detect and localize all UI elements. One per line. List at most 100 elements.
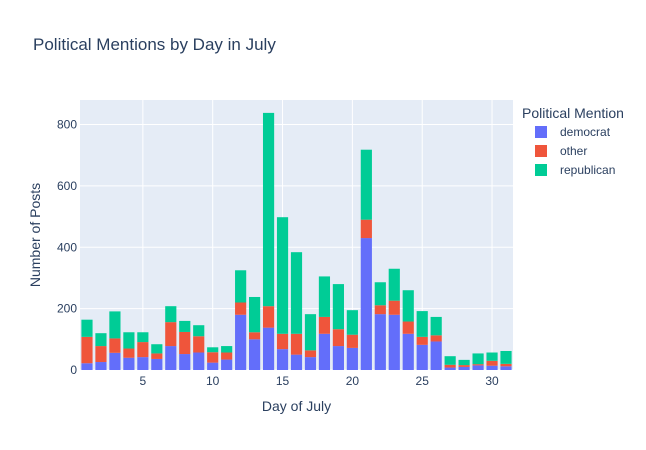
bar-republican: [472, 353, 484, 365]
bar-other: [137, 342, 149, 358]
x-tick-label: 30: [485, 374, 499, 388]
bar-other: [402, 321, 414, 334]
bar-other: [360, 219, 372, 239]
y-axis-ticks: 0 200 400 600 800: [57, 118, 77, 377]
bar-republican: [388, 268, 400, 301]
bar-democrat: [304, 357, 317, 370]
y-tick-label: 400: [57, 240, 77, 254]
bar-democrat: [235, 314, 247, 370]
bar-other: [458, 365, 470, 367]
bar-republican: [318, 276, 331, 317]
bar-democrat: [151, 358, 163, 370]
bar-democrat: [207, 362, 219, 370]
x-tick-label: 25: [416, 374, 430, 388]
bar-other: [262, 306, 275, 328]
x-tick-label: 10: [206, 374, 220, 388]
legend-swatch-other: [535, 145, 547, 157]
bar-democrat: [137, 357, 149, 370]
bar-democrat: [416, 344, 428, 370]
bar-democrat: [388, 314, 400, 370]
legend-label-republican: republican: [560, 163, 615, 177]
bar-other: [332, 329, 344, 347]
bar-democrat: [444, 367, 456, 370]
bar-republican: [332, 284, 344, 330]
bar-democrat: [165, 346, 177, 370]
x-axis-ticks: 5 10 15 20 25 30: [140, 374, 500, 388]
chart-title: Political Mentions by Day in July: [33, 35, 276, 54]
x-tick-label: 20: [346, 374, 360, 388]
bar-republican: [249, 296, 261, 333]
bar-republican: [95, 333, 107, 347]
bar-other: [472, 364, 484, 366]
bar-republican: [346, 310, 358, 335]
bar-other: [444, 364, 456, 368]
bar-republican: [276, 217, 289, 334]
bar-democrat: [81, 363, 93, 370]
bar-democrat: [500, 366, 512, 370]
bar-republican: [193, 325, 205, 337]
bar-republican: [109, 311, 121, 339]
bar-other: [207, 352, 219, 363]
bar-republican: [123, 332, 135, 349]
bar-other: [276, 333, 289, 350]
bar-democrat: [193, 352, 205, 370]
bar-republican: [374, 282, 386, 306]
bar-democrat: [109, 352, 121, 370]
bar-republican: [137, 332, 149, 343]
bar-other: [221, 352, 233, 360]
bar-democrat: [262, 327, 275, 370]
bar-other: [95, 346, 107, 363]
bar-republican: [207, 347, 219, 353]
y-tick-label: 200: [57, 302, 77, 316]
bar-democrat: [486, 365, 498, 370]
bar-democrat: [430, 341, 442, 370]
bar-republican: [179, 320, 191, 332]
bar-democrat: [249, 339, 261, 370]
bar-democrat: [95, 362, 107, 370]
bar-other: [500, 363, 512, 367]
bar-republican: [262, 112, 275, 307]
bar-other: [109, 338, 121, 353]
bar-republican: [151, 344, 163, 354]
bar-democrat: [332, 346, 344, 370]
bar-democrat: [374, 314, 386, 370]
bar-other: [249, 332, 261, 340]
bar-other: [179, 331, 191, 355]
legend-swatch-democrat: [535, 126, 547, 138]
bar-republican: [430, 316, 442, 336]
x-tick-label: 15: [276, 374, 290, 388]
y-tick-label: 800: [57, 118, 77, 132]
bar-republican: [458, 359, 470, 366]
bar-other: [123, 348, 135, 358]
bar-republican: [444, 356, 456, 365]
bar-other: [430, 335, 442, 342]
bar-democrat: [360, 238, 372, 370]
bar-other: [318, 316, 331, 334]
bar-other: [151, 353, 163, 359]
bars: [81, 112, 512, 370]
bar-other: [304, 350, 317, 358]
bar-democrat: [123, 357, 135, 370]
bar-republican: [360, 149, 372, 220]
bar-democrat: [290, 354, 303, 370]
legend-label-democrat: democrat: [560, 125, 611, 139]
bar-democrat: [276, 349, 289, 370]
bar-other: [81, 336, 93, 364]
bar-other: [374, 305, 386, 315]
legend-label-other: other: [560, 144, 587, 158]
bar-democrat: [402, 333, 414, 370]
y-tick-label: 600: [57, 179, 77, 193]
bar-other: [165, 322, 177, 347]
bar-other: [290, 333, 303, 355]
bar-other: [416, 336, 428, 345]
bar-democrat: [458, 366, 470, 370]
bar-other: [486, 360, 498, 366]
bar-republican: [235, 270, 247, 303]
bar-republican: [500, 350, 512, 364]
bar-republican: [221, 346, 233, 353]
y-tick-label: 0: [70, 363, 77, 377]
legend: Political Mention democrat other republica…: [522, 105, 624, 177]
bar-democrat: [346, 347, 358, 370]
bar-republican: [416, 311, 428, 337]
